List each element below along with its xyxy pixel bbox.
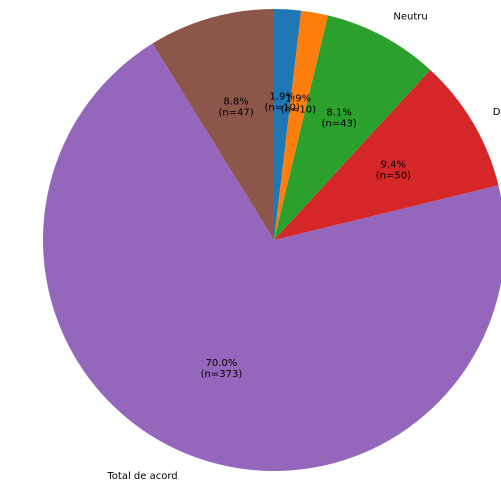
pie-pct-label-de-acord: 9.4% (n=50) — [376, 160, 411, 182]
pie-pct-label-slice-6: 1.9% (n=10) — [265, 92, 300, 114]
pie-category-label-neutru: Neutru — [393, 12, 427, 23]
pie-pct-label-total-de-acord: 70.0% (n=373) — [201, 358, 243, 380]
pie-category-label-de-acord: De acord — [493, 107, 501, 118]
pie-labels: 8.8% (n=47) 70.0% (n=373) Total de acord 9.4%… — [106, 12, 501, 482]
pie-slice-de-acord — [274, 69, 499, 241]
pie-category-label-total-de-acord: Total de acord — [106, 471, 177, 482]
pie-pct-label-slice-1: 8.8% (n=47) — [218, 97, 253, 119]
pie-pct-label-neutru: 8.1% (n=43) — [322, 108, 357, 130]
pie-slice-slice-5 — [274, 10, 328, 241]
pie-slices — [43, 9, 501, 471]
pie-slice-neutru — [274, 15, 431, 240]
pie-slice-total-de-acord — [43, 43, 501, 471]
pie-slice-slice-1 — [152, 9, 274, 240]
pie-pct-label-slice-5: 1.9% (n=10) — [281, 94, 316, 116]
pie-slice-slice-6 — [274, 9, 302, 240]
